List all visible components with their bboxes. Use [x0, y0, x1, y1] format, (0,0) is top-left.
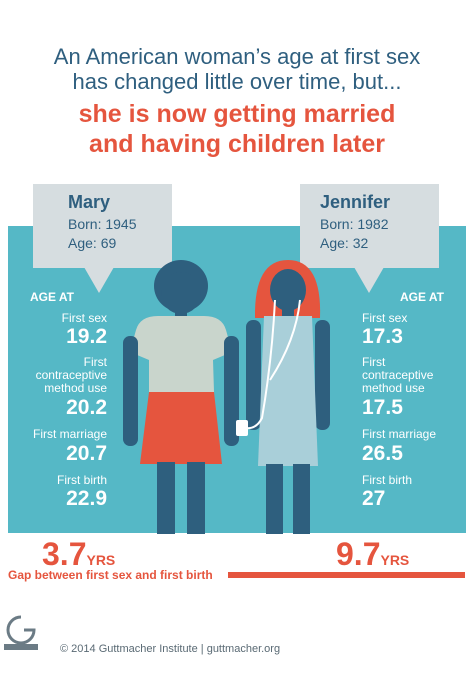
- jennifer-first-marriage-value: 26.5: [362, 442, 403, 465]
- mary-shirt: [130, 316, 232, 392]
- mary-first-birth-label: First birth: [56, 473, 107, 487]
- mary-born: Born: 1945: [68, 216, 137, 232]
- mary-right-leg: [187, 462, 205, 534]
- mary-first-marriage-label: First marriage: [32, 427, 107, 441]
- mary-right-arm: [224, 336, 239, 446]
- mary-left-arm: [123, 336, 138, 446]
- mary-gap-unit: YRS: [86, 552, 116, 568]
- headline-top: An American woman’s age at first sex has…: [0, 44, 474, 94]
- mary-first-marriage-value: 20.7: [66, 442, 107, 465]
- jennifer-gap-unit: YRS: [380, 552, 410, 568]
- guttmacher-logo-icon: [2, 613, 40, 653]
- jennifer-age-at-label: AGE AT: [400, 290, 444, 304]
- gap-caption: Gap between first sex and first birth: [8, 568, 213, 582]
- jennifer-head: [270, 269, 306, 311]
- jennifer-speech-bubble: Jennifer Born: 1982 Age: 32: [300, 184, 439, 268]
- mary-age-at-label: AGE AT: [30, 290, 74, 304]
- mary-name: Mary: [68, 192, 111, 212]
- jennifer-first-marriage-label: First marriage: [362, 427, 437, 441]
- jennifer-name: Jennifer: [320, 192, 391, 212]
- headline-line-2: has changed little over time, but...: [72, 69, 402, 94]
- jennifer-first-sex-label: First sex: [362, 311, 408, 325]
- mary-speech-bubble: Mary Born: 1945 Age: 69: [33, 184, 172, 268]
- earphone-cord: [243, 299, 276, 430]
- headline-line-3: she is now getting married: [78, 100, 396, 128]
- headline-line-4: and having children later: [89, 130, 385, 158]
- jennifer-first-birth-value: 27: [362, 487, 386, 510]
- jennifer-left-arm: [246, 320, 261, 430]
- mary-bubble-tail: [84, 267, 114, 293]
- jennifer-first-birth-label: First birth: [362, 473, 413, 487]
- headline-bottom: she is now getting married and having ch…: [0, 99, 474, 159]
- mary-age: Age: 69: [68, 235, 117, 251]
- jennifer-right-leg: [293, 464, 310, 534]
- mary-contraceptive-label-2: contraceptive: [35, 368, 107, 382]
- music-player: [236, 420, 248, 436]
- mary-left-leg: [157, 462, 175, 534]
- jennifer-figure: [236, 260, 330, 534]
- footer-credit: © 2014 Guttmacher Institute | guttmacher…: [60, 643, 281, 655]
- mary-first-sex-label: First sex: [61, 311, 107, 325]
- mary-gap-value: 3.7: [42, 536, 87, 572]
- mary-first-sex-value: 19.2: [66, 325, 107, 348]
- jennifer-right-arm: [315, 320, 330, 430]
- mary-skirt: [140, 392, 222, 464]
- jennifer-bubble-tail: [354, 267, 384, 293]
- jennifer-contraceptive-label-1: First: [362, 355, 386, 369]
- jennifer-gap-years: 9.7YRS: [336, 538, 409, 576]
- mary-first-birth-value: 22.9: [66, 487, 107, 510]
- jennifer-born: Born: 1982: [320, 216, 389, 232]
- jennifer-contraceptive-label-2: contraceptive: [362, 368, 434, 382]
- mary-contraceptive-value: 20.2: [66, 396, 107, 419]
- gap-bar: [228, 572, 465, 578]
- jennifer-gap-value: 9.7: [336, 536, 381, 572]
- mary-head: [161, 272, 201, 314]
- jennifer-first-sex-value: 17.3: [362, 325, 403, 348]
- jennifer-contraceptive-label-3: method use: [362, 381, 425, 395]
- jennifer-dress: [258, 316, 318, 466]
- jennifer-contraceptive-value: 17.5: [362, 396, 403, 419]
- headline-line-1: An American woman’s age at first sex: [53, 44, 421, 69]
- mary-gap-years: 3.7YRS: [42, 538, 115, 576]
- jennifer-age: Age: 32: [320, 235, 369, 251]
- mary-figure: [123, 260, 239, 534]
- jennifer-left-leg: [266, 464, 283, 534]
- mary-contraceptive-label-3: method use: [44, 381, 107, 395]
- mary-contraceptive-label-1: First: [83, 355, 107, 369]
